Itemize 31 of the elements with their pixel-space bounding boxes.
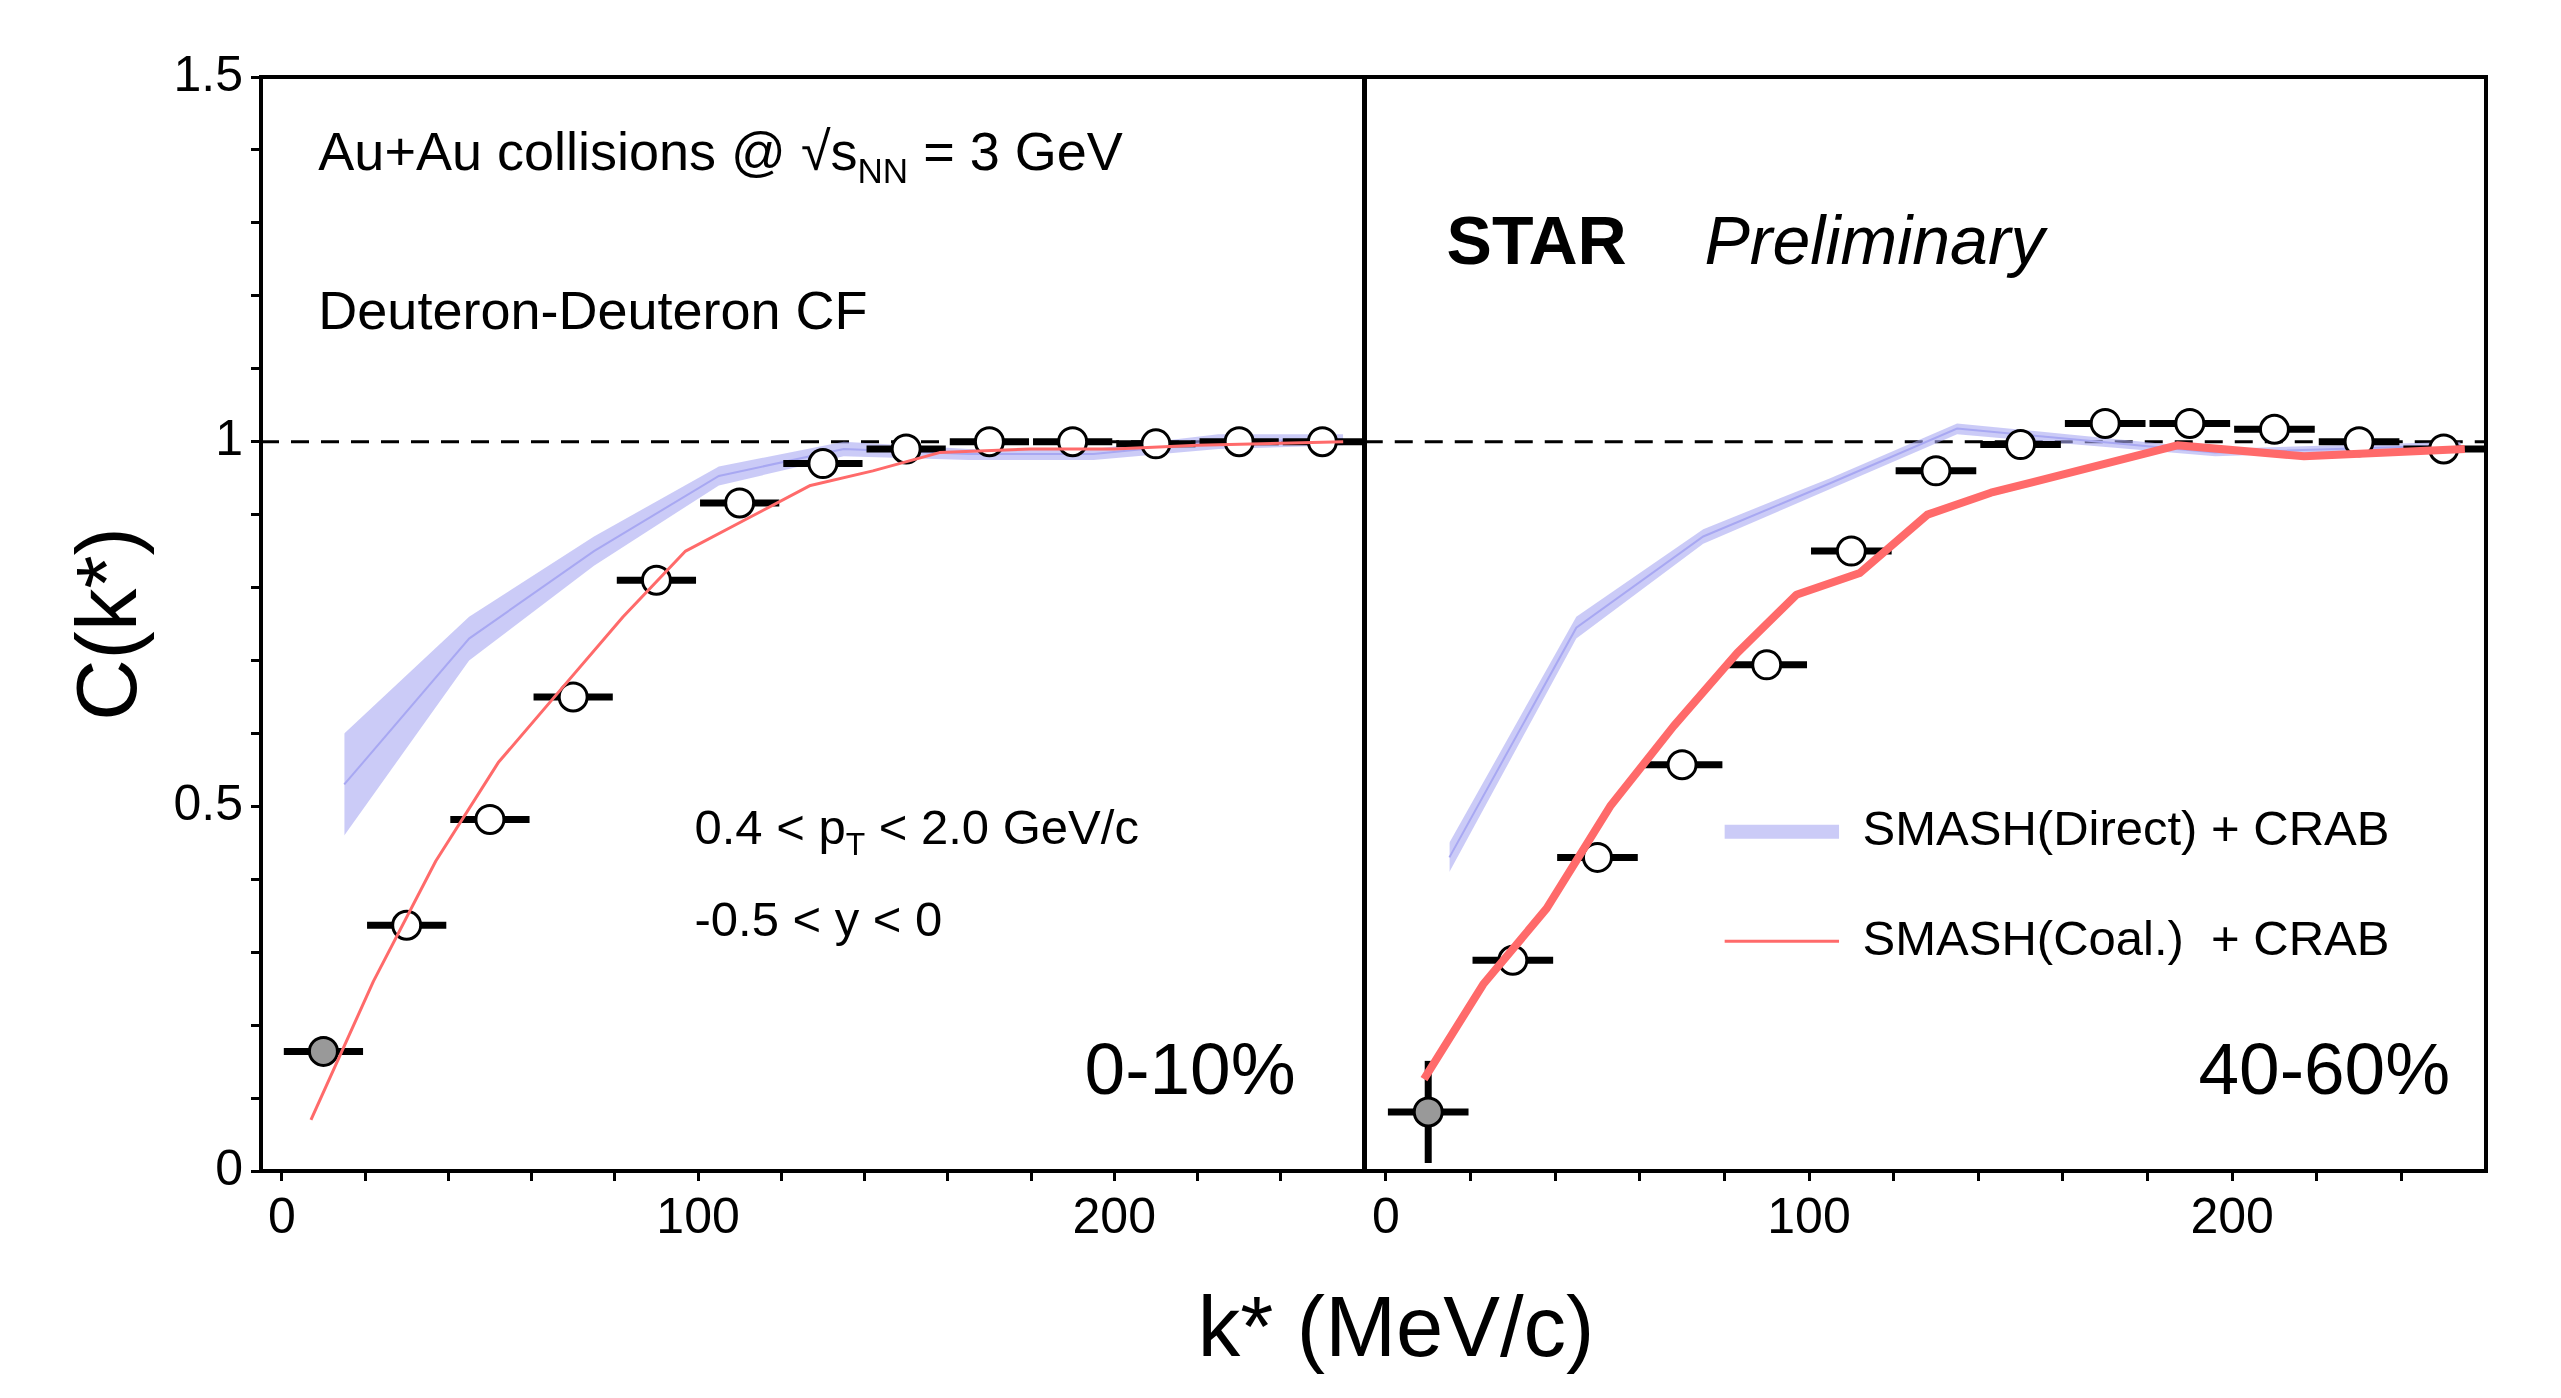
annotation: -0.5 < y < 0 (694, 891, 943, 946)
y-axis-title: C(k*) (58, 527, 154, 721)
x-tick-label: 200 (1072, 1187, 1156, 1244)
annotation: STAR (1446, 202, 1627, 278)
point (2174, 407, 2206, 439)
point (1835, 535, 1867, 567)
point (2089, 407, 2121, 439)
annotation: 0.4 < p$_{T}$ < 2.0 GeV/c (694, 799, 1139, 863)
annotation: Deuteron-Deuteron CF (318, 280, 868, 341)
annotation: 0-10% (1084, 1027, 1296, 1109)
legend-label: SMASH(Direct) + CRAB (1862, 801, 2390, 856)
y-tick-label: 0 (215, 1139, 243, 1196)
x-tick-label: 100 (656, 1187, 740, 1244)
y-tick-label: 1.5 (173, 45, 243, 102)
annotation: 40-60% (2198, 1027, 2451, 1109)
y-tick-label: 1 (215, 410, 243, 467)
point (1581, 841, 1613, 873)
point (1412, 1096, 1444, 1128)
legend-label: SMASH(Coal.) + CRAB (1862, 910, 2390, 965)
point (1920, 455, 1952, 487)
x-axis-title: k* (MeV/c) (1197, 1278, 1595, 1374)
point (1666, 749, 1698, 781)
point (1751, 649, 1783, 681)
y-tick-label: 0.5 (173, 775, 243, 832)
x-tick-label: 100 (1767, 1187, 1851, 1244)
point (2258, 413, 2290, 445)
annotation: Au+Au collisions @ √s$_{NN}$ = 3 GeV (318, 121, 1123, 190)
x-tick-label: 0 (267, 1187, 296, 1244)
x-tick-label: 200 (2190, 1187, 2274, 1244)
x-tick-label: 0 (1372, 1187, 1400, 1244)
point (2005, 429, 2037, 461)
